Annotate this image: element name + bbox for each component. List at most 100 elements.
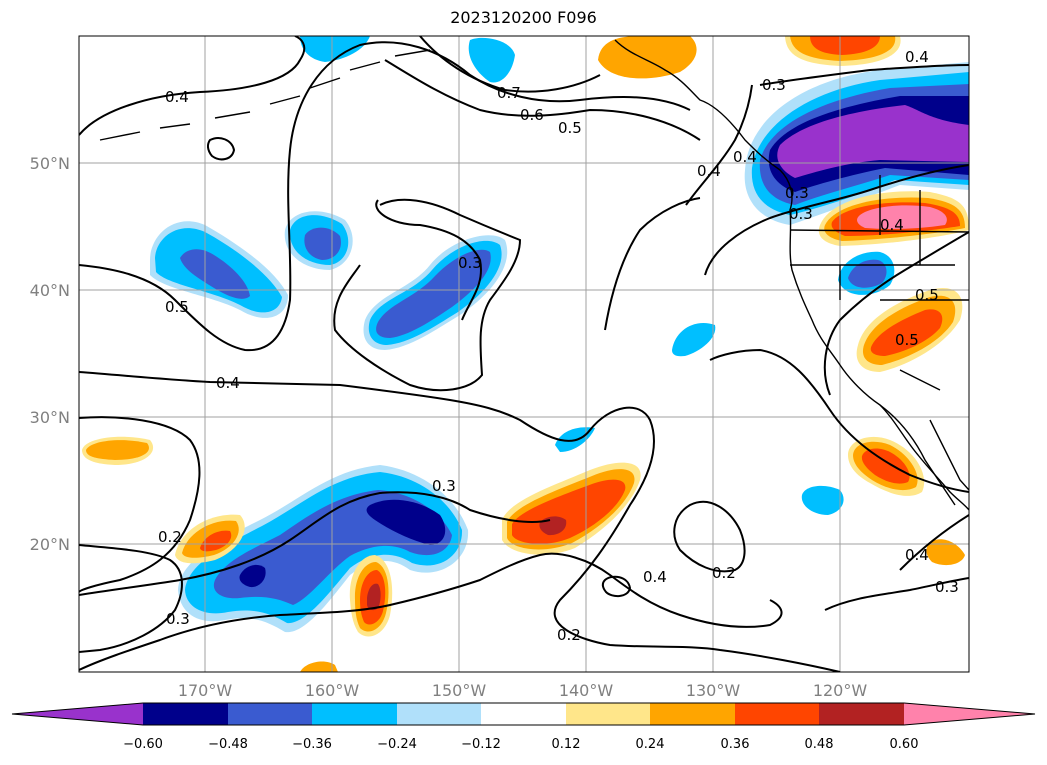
contour-0-2-west [79,544,183,653]
contour-0-2-lower [79,552,783,671]
contour-label: 0.3 [432,477,456,495]
contour-label: 0.4 [880,216,904,234]
colorbar-segment [566,703,650,725]
contour-label: 0.4 [905,546,929,564]
colorbar-segment [312,703,397,725]
contour-0-3-tail [604,197,701,331]
contour-0-7 [419,36,601,93]
colorbar-segment [650,703,735,725]
contour-0-4-middle [79,371,841,672]
anomaly-coast-blue-inner [848,259,887,288]
coastline-north-america [614,39,969,511]
coastlines [99,39,969,511]
anomaly-bottom-orange [300,661,338,672]
lon-label-120w: 120°W [813,681,868,700]
colorbar-segment [228,703,312,725]
lat-label-40n: 40°N [30,281,70,300]
longitude-labels: 170°W 160°W 150°W 140°W 130°W 120°W [178,681,868,700]
anomaly-band-navy-1 [366,499,446,545]
colorbar-segment [481,703,566,725]
contour-0-3-south [79,416,201,593]
contour-label: 0.3 [789,205,813,223]
colorbar-segment [819,703,904,725]
colorbar: −0.60 −0.48 −0.36 −0.24 −0.12 0.12 0.24 … [11,702,1036,752]
colorbar-label: −0.60 [123,737,163,752]
colorbar-extend-min [12,703,143,725]
contour-labels: 0.4 0.5 0.4 0.3 0.3 0.2 0.3 0.7 0.6 0.5 … [158,48,959,644]
shaded-anomalies [82,36,969,672]
contour-label: 0.4 [216,374,240,392]
contour-0-5-east [704,164,969,276]
map-frame [78,35,970,673]
anomaly-band-navy-2 [239,564,266,588]
contour-label: 0.4 [697,162,721,180]
anomaly-top-cyan-2 [468,37,515,83]
contour-label: 0.5 [895,331,919,349]
state-borders [789,175,969,391]
lon-label-130w: 130°W [686,681,741,700]
contour-label: 0.3 [458,254,482,272]
colorbar-segment [735,703,819,725]
contour-label: 0.3 [762,76,786,94]
contour-0-4-bend [685,84,753,206]
contour-lines [79,36,969,672]
contour-label: 0.5 [165,298,189,316]
anomaly-arc-blob-blue [376,249,491,338]
contour-0-5-northwest [79,41,691,352]
contour-0-3-inner [375,199,482,321]
anomaly-socal-red [870,309,943,356]
colorbar-label: 0.60 [890,737,919,752]
contour-0-4-se [899,514,969,571]
lat-label-50n: 50°N [30,154,70,173]
anomaly-west-blob-blue [180,249,250,299]
aleutian-islands [99,49,431,141]
anomaly-top-red-2 [810,36,880,55]
anomaly-w28-orange [86,440,149,460]
contour-label: 0.2 [712,564,736,582]
lat-label-20n: 20°N [30,535,70,554]
colorbar-label: 0.36 [721,737,750,752]
anomaly-pnw-purple [777,105,969,178]
contour-label: 0.6 [520,106,544,124]
gridlines [79,36,969,672]
latitude-labels: 50°N 40°N 30°N 20°N [30,154,70,554]
contour-0-4-east [823,231,969,396]
anomaly-small-orange-1 [926,539,965,566]
contour-label: 0.3 [785,184,809,202]
contour-label: 0.7 [497,84,521,102]
contour-label: 0.4 [905,48,929,66]
anomaly-top-orange [598,36,697,79]
contour-0-2-loop [673,500,746,573]
contour-label: 0.3 [166,610,190,628]
contour-label: 0.4 [165,88,189,106]
colorbar-label: 0.12 [552,737,581,752]
anomaly-w20-red [200,530,232,552]
contour-loop-170w [206,137,236,161]
contour-label: 0.3 [935,578,959,596]
contour-label: 0.2 [557,626,581,644]
colorbar-label: −0.24 [377,737,417,752]
map-title: 2023120200 F096 [450,8,597,27]
colorbar-label: 0.24 [636,737,665,752]
colorbar-label: −0.48 [208,737,248,752]
contour-label: 0.2 [158,528,182,546]
contour-label: 0.5 [915,286,939,304]
colorbar-segment [397,703,481,725]
contour-0-3-loop [333,198,522,392]
colorbar-label: −0.12 [461,737,501,752]
anomaly-drop-darkred [367,583,381,611]
anomaly-top-cyan [300,36,370,62]
colorbar-segment [143,703,228,725]
contour-label: 0.4 [643,568,667,586]
lon-label-170w: 170°W [178,681,233,700]
colorbar-label: 0.48 [805,737,834,752]
contour-0-3-southwest [79,491,551,596]
contour-label: 0.5 [558,119,582,137]
colorbar-outline [11,702,1036,726]
contour-0-4-west [79,36,306,136]
lon-label-140w: 140°W [559,681,614,700]
coastline-baja [879,404,956,506]
contour-0-3-se [824,577,969,611]
contour-0-6 [384,59,701,141]
